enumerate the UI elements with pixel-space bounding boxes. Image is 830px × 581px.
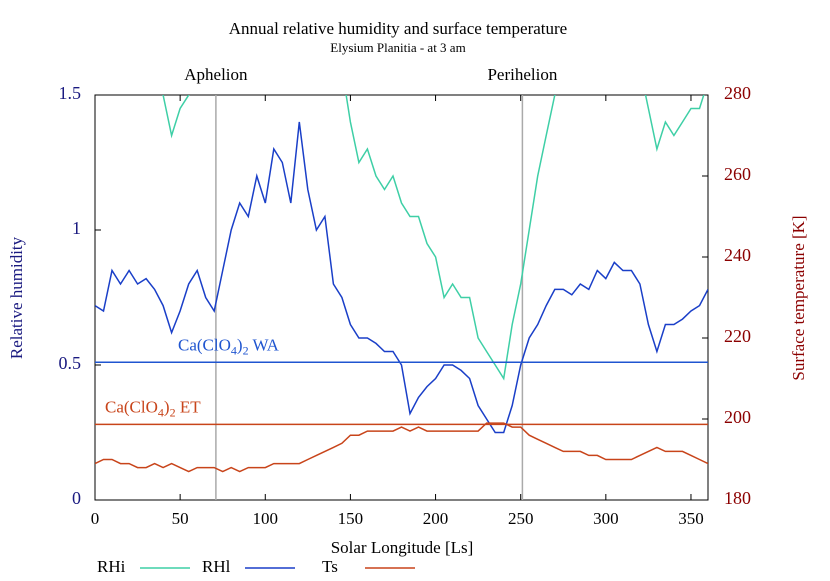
- x-tick-label: 250: [508, 509, 534, 528]
- event-label: Perihelion: [487, 65, 557, 84]
- threshold-label-part: 4: [231, 343, 237, 357]
- line-series: [95, 121, 708, 434]
- threshold-label-part: ): [164, 397, 170, 416]
- legend-label: RHi: [97, 557, 126, 576]
- legend-label: Ts: [322, 557, 338, 576]
- chart-title: Annual relative humidity and surface tem…: [229, 19, 567, 38]
- y2-tick-label: 220: [724, 326, 751, 346]
- y-tick-label: 0.5: [59, 353, 82, 373]
- threshold-label: Ca(ClO4)2 WA: [178, 335, 280, 357]
- event-label: Aphelion: [184, 65, 248, 84]
- plot-frame: [94, 94, 709, 501]
- threshold-label-part: Ca(ClO: [178, 335, 231, 354]
- y2-tick-label: 180: [724, 488, 751, 508]
- x-tick-label: 300: [593, 509, 619, 528]
- y-tick-label: 1.5: [59, 83, 82, 103]
- y2-tick-label: 240: [724, 245, 751, 265]
- threshold-label-part: 4: [158, 405, 164, 419]
- x-tick-label: 0: [91, 509, 100, 528]
- threshold-label-part: WA: [249, 335, 280, 354]
- y-tick-label: 0: [72, 488, 81, 508]
- y2-tick-label: 260: [724, 164, 751, 184]
- line-series: [95, 422, 708, 473]
- y2-axis-label: Surface temperature [K]: [789, 215, 808, 380]
- series-group: [95, 95, 708, 473]
- threshold-label-part: ET: [176, 397, 202, 416]
- x-tick-label: 50: [172, 509, 189, 528]
- x-axis-label: Solar Longitude [Ls]: [331, 538, 474, 557]
- y2-tick-label: 280: [724, 83, 751, 103]
- x-tick-label: 200: [423, 509, 449, 528]
- threshold-label: Ca(ClO4)2 ET: [105, 397, 201, 419]
- line-series: [162, 95, 705, 381]
- threshold-label-part: ): [237, 335, 243, 354]
- threshold-label-part: 2: [170, 405, 176, 419]
- threshold-label-part: 2: [243, 343, 249, 357]
- x-tick-label: 150: [338, 509, 364, 528]
- y2-tick-label: 200: [724, 407, 751, 427]
- x-tick-label: 100: [253, 509, 279, 528]
- threshold-label-part: Ca(ClO: [105, 397, 158, 416]
- legend-label: RHl: [202, 557, 231, 576]
- chart-subtitle: Elysium Planitia - at 3 am: [330, 40, 465, 55]
- y-axis-label: Relative humidity: [7, 236, 26, 359]
- y-tick-label: 1: [72, 218, 81, 238]
- x-tick-label: 350: [678, 509, 704, 528]
